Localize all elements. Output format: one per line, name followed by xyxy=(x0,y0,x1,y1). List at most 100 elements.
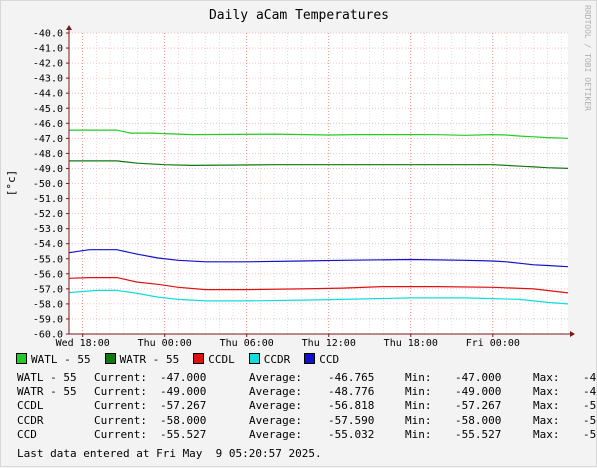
legend-label: CCDR xyxy=(263,353,291,366)
stats-max-label: Max: xyxy=(533,371,560,384)
y-tick-label: -44.0 xyxy=(33,89,63,100)
stats-name: CCD xyxy=(17,427,37,441)
y-tick-label: -60.0 xyxy=(33,330,63,341)
series-line-ccdl xyxy=(68,277,569,294)
y-tick-label: -40.0 xyxy=(33,29,63,40)
x-tick-label: Thu 12:00 xyxy=(302,338,356,349)
stats-min: -49.000 xyxy=(455,385,502,399)
stats-min-label: Min: xyxy=(405,399,432,413)
stats-average: -57.590 xyxy=(328,413,375,427)
series-line-watl-55 xyxy=(69,129,569,139)
legend-label: CCDL xyxy=(208,353,235,366)
stats-average-label: Average: xyxy=(249,385,302,399)
stats-average: -48.776 xyxy=(328,385,375,399)
y-tick-labels: -40.0 -41.0 -42.0 -43.0 -44.0 -45.0 -46.0 -47.0… xyxy=(33,29,63,341)
y-tick-label: -46.0 xyxy=(33,119,63,130)
stats-name: WATL - 55 xyxy=(17,371,77,384)
x-axis-arrow xyxy=(570,331,575,337)
grid-lines xyxy=(66,32,568,337)
x-tick-label: Fri 00:00 xyxy=(466,338,520,349)
stats-max: -5 xyxy=(583,427,597,441)
series-line-ccd xyxy=(68,249,569,268)
stats-average-label: Average: xyxy=(249,371,302,384)
legend: WATL - 55 WATR - 55 CCDL CCDR CCD xyxy=(16,353,353,366)
stats-name: WATR - 55 xyxy=(17,385,77,399)
stats-current: -47.000 xyxy=(160,371,207,384)
stats-current-label: Current: xyxy=(94,385,147,399)
legend-swatch xyxy=(193,353,205,364)
x-tick-label: Thu 18:00 xyxy=(384,338,438,349)
legend-item: WATL - 55 xyxy=(16,353,91,366)
legend-item: CCD xyxy=(304,353,339,366)
stats-min: -47.000 xyxy=(455,371,502,384)
stats-name: CCDR xyxy=(17,413,44,427)
y-tick-label: -51.0 xyxy=(33,194,63,205)
series-line-watr-55 xyxy=(69,160,569,169)
legend-swatch xyxy=(248,353,260,364)
y-tick-label: -58.0 xyxy=(33,299,63,310)
stats-min: -57.267 xyxy=(455,399,502,413)
stats-average: -56.818 xyxy=(328,399,375,413)
stats-current-label: Current: xyxy=(94,399,147,413)
legend-swatch xyxy=(104,353,116,364)
legend-label: WATL - 55 xyxy=(31,353,91,366)
y-tick-label: -57.0 xyxy=(33,284,63,295)
stats-min-label: Min: xyxy=(405,427,432,441)
y-axis-arrow xyxy=(66,25,72,30)
stats-average-label: Average: xyxy=(249,427,302,441)
legend-item: WATR - 55 xyxy=(104,353,180,366)
y-tick-label: -50.0 xyxy=(33,179,63,190)
legend-item: CCDL xyxy=(193,353,235,366)
watermark: RRDTOOL / TOBI OETIKER xyxy=(583,5,592,111)
stats-current: -49.000 xyxy=(160,385,207,399)
stats-name: CCDL xyxy=(17,399,44,413)
legend-label: WATR - 55 xyxy=(119,353,180,366)
x-tick-labels: Wed 18:00 Thu 00:00 Thu 06:00 Thu 12:00 Thu … xyxy=(56,338,520,349)
stats-current-label: Current: xyxy=(94,413,147,427)
stats-average-label: Average: xyxy=(249,399,302,413)
stats-current-label: Current: xyxy=(94,371,147,384)
stats-current: -57.267 xyxy=(160,399,207,413)
stats-average: -46.765 xyxy=(328,371,375,384)
y-tick-label: -49.0 xyxy=(33,164,63,175)
y-tick-label: -47.0 xyxy=(33,134,63,145)
stats-min-label: Min: xyxy=(405,413,432,427)
legend-swatch xyxy=(304,353,316,364)
x-tick-label: Thu 00:00 xyxy=(138,338,192,349)
data-series xyxy=(68,129,569,305)
y-tick-label: -55.0 xyxy=(33,254,63,265)
legend-swatch xyxy=(16,353,27,364)
chart-title: Daily aCam Temperatures xyxy=(209,8,389,23)
stats-max: -5 xyxy=(583,399,597,413)
y-tick-label: -56.0 xyxy=(33,269,63,280)
y-tick-label: -59.0 xyxy=(33,314,63,325)
legend-label: CCD xyxy=(319,353,340,366)
y-tick-label: -45.0 xyxy=(33,104,63,115)
axes xyxy=(66,25,575,337)
last-update-text: Last data entered at Fri May 9 05:20:57 … xyxy=(17,447,322,460)
stats-min-label: Min: xyxy=(405,371,432,384)
x-tick-label: Wed 18:00 xyxy=(56,338,110,349)
stats-min: -58.000 xyxy=(455,413,502,427)
y-axis-label: [°c] xyxy=(5,170,18,197)
stats-max: -4 xyxy=(583,385,597,399)
x-tick-label: Thu 06:00 xyxy=(220,338,274,349)
stats-max: -5 xyxy=(583,413,597,427)
stats-min-label: Min: xyxy=(405,385,432,399)
legend-item: CCDR xyxy=(248,353,291,366)
stats-max-label: Max: xyxy=(533,399,560,413)
y-tick-label: -54.0 xyxy=(33,239,63,250)
stats-current-label: Current: xyxy=(94,427,147,441)
stats-max: -4 xyxy=(583,371,597,384)
series-line-ccdr xyxy=(68,289,569,305)
y-tick-label: -43.0 xyxy=(33,74,63,85)
y-tick-label: -53.0 xyxy=(33,224,63,235)
stats-max-label: Max: xyxy=(533,385,560,399)
stats-max-label: Max: xyxy=(533,427,560,441)
stats-current: -55.527 xyxy=(160,427,207,441)
stats-average-label: Average: xyxy=(249,413,302,427)
y-tick-label: -41.0 xyxy=(33,44,63,55)
y-tick-label: -48.0 xyxy=(33,149,63,160)
